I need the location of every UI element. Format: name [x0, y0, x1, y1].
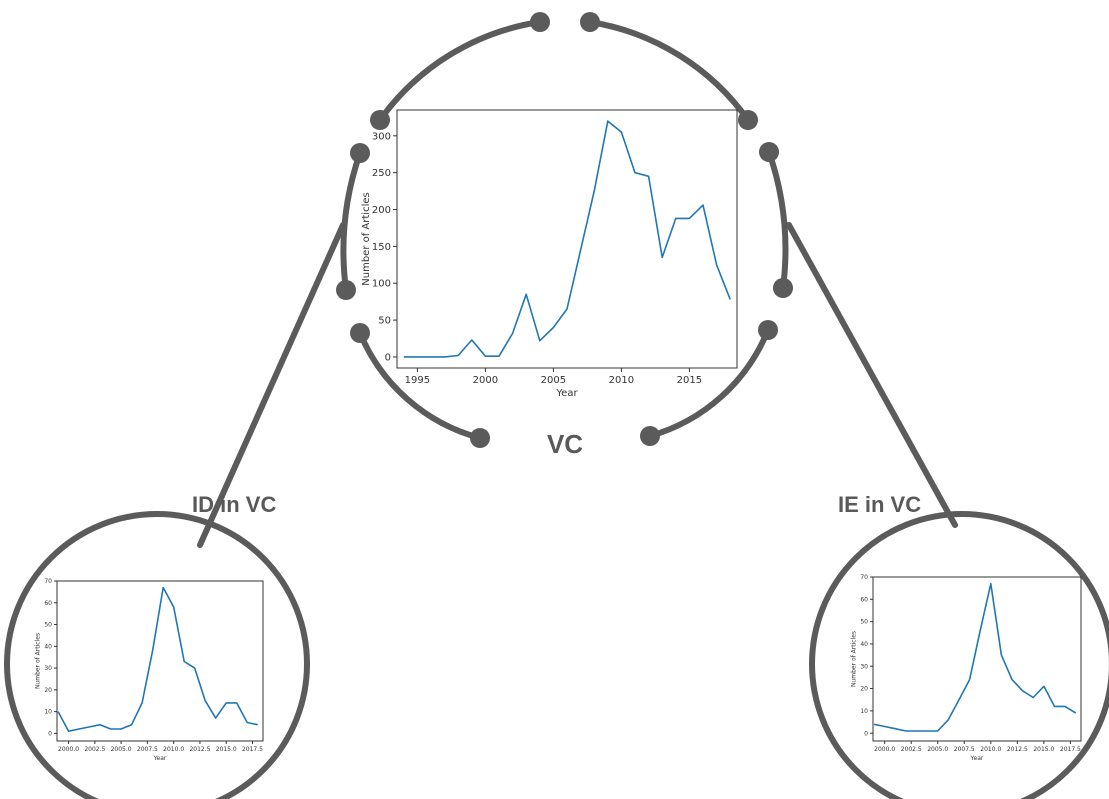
series-line [403, 120, 731, 358]
y-tick-label: 10 [860, 708, 868, 715]
ring-knob [738, 110, 758, 130]
y-tick-label: 40 [860, 641, 868, 648]
ring-knob [640, 426, 660, 446]
id-zoom-circle [4, 511, 310, 799]
y-tick-label: 70 [860, 574, 868, 581]
x-tick-label: 2000.0 [874, 746, 895, 753]
x-tick-label: 2010 [609, 375, 634, 386]
vc-ring [336, 12, 793, 448]
y-tick-label: 0 [48, 730, 52, 737]
x-tick-label: 2002.5 [84, 746, 105, 753]
ring-knob [470, 428, 490, 448]
x-tick-label: 2010.0 [980, 746, 1001, 753]
y-tick-label: 10 [44, 709, 52, 716]
y-tick-label: 100 [372, 279, 391, 290]
x-axis-label: Year [555, 388, 578, 399]
ring-knob [530, 12, 550, 32]
y-tick-label: 300 [372, 131, 391, 142]
ie-in-vc-label: IE in VC [838, 492, 921, 517]
x-tick-label: 2005.0 [111, 746, 132, 753]
y-tick-label: 40 [44, 643, 52, 650]
y-axis-label: Number of Articles [35, 633, 42, 689]
ring-knob [350, 143, 370, 163]
x-tick-label: 2005.0 [927, 746, 948, 753]
x-tick-label: 2005 [541, 375, 566, 386]
x-tick-label: 2007.5 [137, 746, 158, 753]
vc-chart: 1995 2000 2005 2010 2015 0 50 100 150 200 250 300 Ye… [361, 109, 738, 399]
x-tick-label: 2017.5 [242, 746, 263, 753]
y-tick-label: 50 [378, 316, 391, 327]
ring-knob [350, 323, 370, 343]
x-tick-label: 2012.5 [1007, 746, 1028, 753]
right-connector-line [786, 222, 958, 528]
y-tick-label: 0 [864, 730, 868, 737]
ring-knob [758, 320, 778, 340]
x-axis-label: Year [153, 755, 167, 762]
ring-knob [370, 110, 390, 130]
y-tick-label: 0 [385, 352, 391, 363]
vc-label: VC [547, 429, 583, 459]
y-axis-label: Number of Articles [361, 192, 372, 285]
ie-zoom-circle [809, 511, 1109, 799]
x-tick-label: 1995 [405, 375, 430, 386]
x-tick-label: 2015 [677, 375, 702, 386]
y-tick-label: 60 [860, 596, 868, 603]
y-tick-label: 200 [372, 205, 391, 216]
ie-chart: 2000.0 2002.5 2005.0 2007.5 2010.0 2012.5 2015… [851, 574, 1082, 762]
x-tick-label: 2000 [473, 375, 498, 386]
y-tick-label: 60 [44, 600, 52, 607]
x-tick-label: 2010.0 [163, 746, 184, 753]
y-axis-label: Number of Articles [851, 631, 858, 687]
y-tick-label: 150 [372, 242, 391, 253]
y-tick-label: 50 [860, 619, 868, 626]
series-line [57, 586, 258, 733]
ring-knob [580, 12, 600, 32]
x-tick-label: 2012.5 [189, 746, 210, 753]
y-tick-label: 20 [44, 687, 52, 694]
y-tick-label: 30 [860, 663, 868, 670]
x-axis-label: Year [970, 755, 984, 762]
y-tick-label: 50 [44, 622, 52, 629]
ring-knob [773, 278, 793, 298]
plot-area [396, 109, 738, 369]
x-tick-label: 2000.0 [58, 746, 79, 753]
ring-knob [336, 280, 356, 300]
series-line [873, 582, 1077, 732]
left-connector-line [197, 222, 346, 548]
x-tick-label: 2002.5 [901, 746, 922, 753]
x-tick-label: 2015.0 [216, 746, 237, 753]
plot-area [872, 576, 1082, 742]
id-in-vc-label: ID in VC [192, 492, 276, 517]
x-tick-label: 2007.5 [954, 746, 975, 753]
id-chart: 2000.0 2002.5 2005.0 2007.5 2010.0 2012.5 2015… [35, 578, 264, 762]
x-tick-label: 2015.0 [1033, 746, 1054, 753]
y-tick-label: 250 [372, 168, 391, 179]
y-tick-label: 70 [44, 578, 52, 585]
y-tick-label: 30 [44, 665, 52, 672]
ring-knob [759, 142, 779, 162]
x-tick-label: 2017.5 [1060, 746, 1081, 753]
y-tick-label: 20 [860, 686, 868, 693]
